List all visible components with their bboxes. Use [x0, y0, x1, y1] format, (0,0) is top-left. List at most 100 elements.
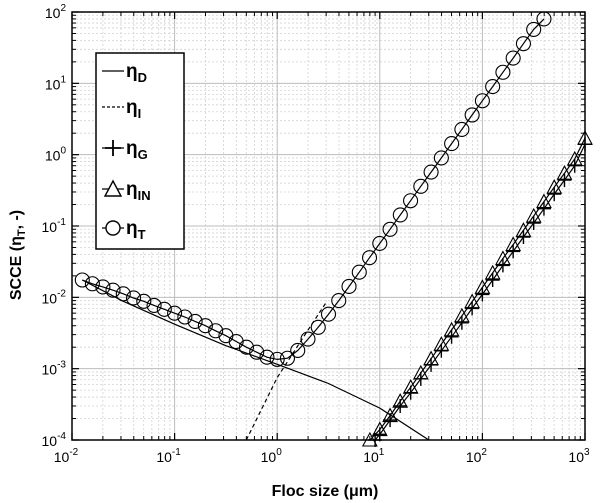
x-tick-label: 101: [363, 447, 385, 465]
y-tick-base: 10: [45, 148, 61, 164]
x-tick-exponent: 2: [481, 447, 487, 458]
legend-label-eta-i: ηI: [126, 97, 141, 121]
triangle-marker: [443, 321, 460, 337]
y-axis-title-suffix: , -): [8, 210, 25, 230]
x-tick-exponent: -2: [69, 447, 78, 458]
y-tick-exponent: -1: [57, 217, 66, 228]
y-tick-exponent: 0: [60, 146, 66, 157]
series-eta-g-line: [374, 143, 586, 441]
circle-marker: [259, 349, 275, 365]
y-tick-label: 10-3: [42, 360, 67, 378]
legend-box: [95, 52, 185, 250]
triangle-marker: [453, 307, 470, 323]
circle-marker: [146, 297, 162, 313]
triangle-marker: [495, 250, 511, 266]
y-tick-base: 10: [45, 5, 61, 21]
legend-label-eta-g: ηG: [126, 138, 148, 162]
circle-marker: [310, 319, 326, 335]
ticks-layer: [71, 11, 586, 441]
plus-marker-icon: [105, 140, 121, 156]
y-tick-base: 10: [42, 219, 58, 235]
triangle-marker: [546, 179, 563, 194]
y-tick-base: 10: [42, 433, 58, 449]
series-eta-in: [361, 130, 593, 447]
circle-marker: [331, 293, 347, 309]
x-tick-base: 10: [363, 449, 379, 465]
x-tick-base: 10: [54, 449, 70, 465]
circle-marker: [392, 207, 408, 223]
x-tick-label: 103: [568, 447, 590, 465]
circle-marker: [382, 221, 398, 237]
circle-marker: [105, 282, 121, 298]
triangle-marker: [556, 165, 573, 180]
y-tick-label: 102: [45, 3, 67, 21]
triangle-marker: [412, 364, 429, 380]
circle-marker: [156, 301, 172, 317]
circle-marker: [177, 309, 193, 325]
y-tick-exponent: -4: [57, 431, 66, 442]
circle-marker: [515, 36, 531, 52]
x-tick-exponent: -1: [172, 447, 181, 458]
triangle-marker: [525, 207, 542, 223]
y-tick-label: 100: [45, 146, 67, 164]
x-tick-base: 10: [261, 449, 277, 465]
legend-entry-eta-d: ηD: [102, 61, 147, 85]
circle-marker: [474, 93, 490, 109]
circle-marker: [403, 193, 419, 209]
circle-marker: [249, 344, 265, 360]
series-eta-t: [74, 11, 552, 367]
triangle-marker: [402, 379, 419, 394]
x-tick-exponent: 1: [379, 447, 385, 458]
y-axis-title-main: SCCE (η: [8, 236, 25, 300]
series-eta-t-line: [82, 18, 545, 361]
circle-marker: [413, 178, 429, 194]
triangle-marker: [515, 222, 532, 237]
circle-marker: [208, 323, 224, 339]
series-layer: [74, 11, 593, 447]
triangle-marker-icon: [103, 179, 123, 197]
circle-marker: [454, 121, 470, 137]
circle-marker: [464, 107, 480, 123]
triangle-marker: [433, 336, 450, 351]
triangle-marker: [484, 264, 501, 280]
triangle-marker: [566, 150, 583, 166]
circle-marker: [526, 21, 542, 37]
circle-marker: [320, 306, 337, 322]
circle-marker: [269, 351, 285, 367]
x-tick-base: 10: [466, 449, 482, 465]
x-tick-base: 10: [156, 449, 172, 465]
legend-entry-eta-g: ηG: [102, 138, 148, 162]
y-tick-exponent: -2: [57, 288, 66, 299]
circle-marker: [300, 331, 316, 347]
circle-marker: [74, 272, 90, 288]
y-tick-base: 10: [42, 290, 58, 306]
circle-marker: [290, 342, 306, 359]
circle-marker: [167, 305, 183, 321]
triangle-marker: [505, 236, 522, 252]
x-tick-exponent: 3: [584, 447, 590, 458]
y-tick-exponent: 2: [60, 3, 66, 14]
y-axis-title-sub: T: [16, 229, 28, 236]
circle-marker: [238, 339, 254, 355]
triangle-marker: [392, 393, 409, 408]
x-tick-base: 10: [568, 449, 584, 465]
y-tick-base: 10: [45, 76, 61, 92]
circle-marker: [361, 250, 378, 266]
circle-marker: [197, 318, 213, 334]
circle-marker: [505, 50, 521, 66]
triangle-marker: [536, 193, 552, 209]
legend-entry-eta-t: ηT: [102, 218, 146, 242]
legend-label-eta-d: ηD: [126, 61, 147, 85]
triangle-marker: [464, 293, 481, 309]
circle-marker: [444, 136, 460, 152]
circle-marker-icon: [105, 220, 121, 236]
legend-label-eta-in: ηIN: [126, 179, 151, 203]
circle-marker: [187, 313, 203, 329]
x-tick-label: 10-2: [54, 447, 79, 465]
y-tick-exponent: -3: [57, 360, 66, 371]
y-tick-label: 10-2: [42, 288, 67, 306]
triangle-marker: [474, 279, 491, 294]
circle-marker: [351, 264, 367, 280]
